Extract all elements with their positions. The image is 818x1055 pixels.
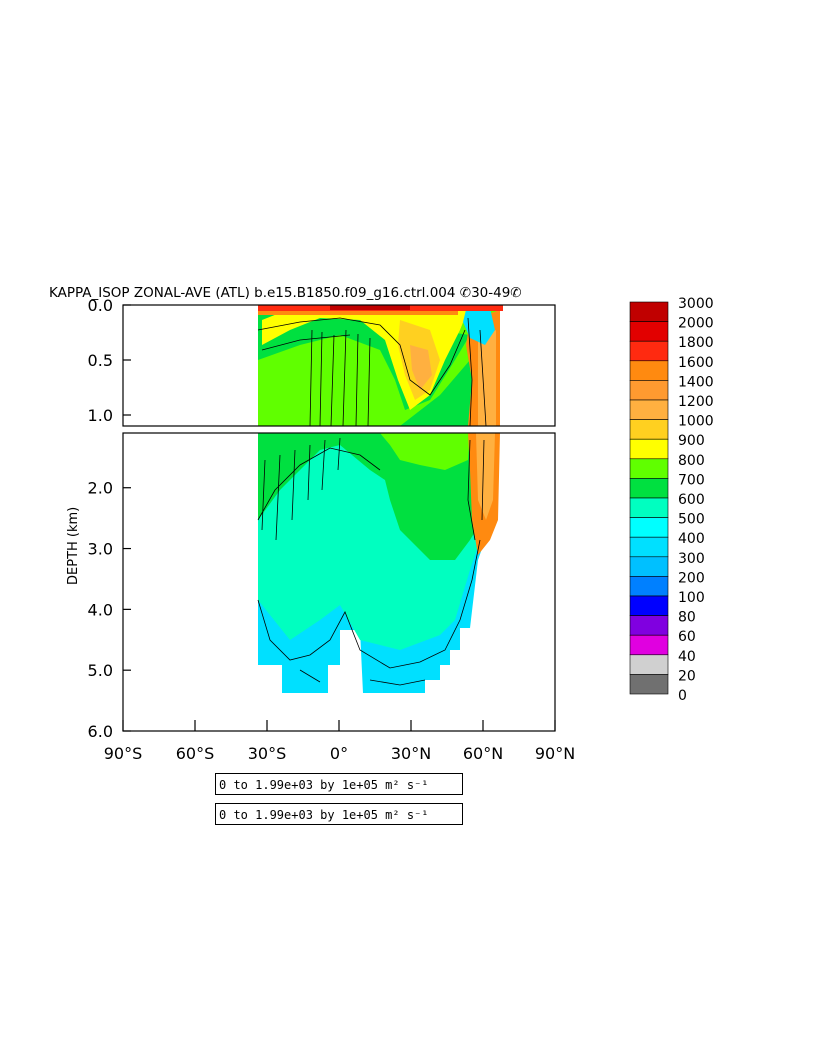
colorbar-label: 400 [678,531,705,547]
colorbar-label: 40 [678,649,696,665]
chart-title: KAPPA_ISOP ZONAL-AVE (ATL) b.e15.B1850.f… [49,285,522,301]
x-tick-label: 30°S [248,744,287,763]
y-axis-label: DEPTH (km) [66,507,81,585]
colorbar-label: 3000 [678,296,714,312]
colorbar-swatch [629,458,669,479]
colorbar-swatch [629,419,669,440]
colorbar-swatch [629,576,669,597]
colorbar-label: 1000 [678,414,714,430]
colorbar-label: 1200 [678,394,714,410]
colorbar-label: 1400 [678,374,714,390]
colorbar-label: 500 [678,512,705,528]
x-tick-label: 60°S [176,744,215,763]
colorbar-label: 1600 [678,355,714,371]
x-tick-label: 90°N [535,744,575,763]
colorbar-swatch [629,301,669,322]
colorbar-swatch [629,380,669,401]
upper-panel-frame [122,304,556,427]
colorbar-swatch [629,478,669,499]
colorbar-label: 800 [678,453,705,469]
y-axis-lower: 2.0 3.0 4.0 5.0 6.0 [88,479,131,741]
colorbar-label: 80 [678,610,696,626]
lower-panel [257,433,500,693]
colorbar-swatch [629,399,669,420]
y-axis-upper: 0.0 0.5 1.0 [88,296,131,425]
colorbar-label: 300 [678,551,705,567]
colorbar-swatch [629,556,669,577]
colorbar-swatch [629,321,669,342]
x-tick-label: 0° [330,744,348,763]
colorbar-label: 900 [678,433,705,449]
info-box-2: 0 to 1.99e+03 by 1e+05 m² s⁻¹ [215,803,463,825]
x-axis: 90°S 60°S 30°S 0° 30°N 60°N 90°N [104,720,575,763]
y-tick-label: 2.0 [88,479,113,498]
y-tick-label: 3.0 [88,540,113,559]
contours-upper [257,317,487,426]
colorbar-swatch [629,360,669,381]
region-700-800-lower [380,433,470,470]
x-tick-label: 30°N [391,744,431,763]
colorbar-swatch [629,497,669,518]
region-400-500-north [463,308,495,345]
colorbar-swatch [629,615,669,636]
colorbar-swatch [629,634,669,656]
colorbar-label: 100 [678,590,705,606]
colorbar-label: 60 [678,629,696,645]
colorbar-label: 2000 [678,316,714,332]
surface-mid-band [258,311,458,315]
colorbar-swatch [629,340,669,362]
region-700-800-upper [258,305,500,426]
colorbar-label: 20 [678,668,696,684]
colorbar-swatch [629,674,669,695]
colorbar-label: 200 [678,570,705,586]
colorbar: 3000200018001600140012001000900800700600… [629,296,714,704]
colorbar-label: 1800 [678,335,714,351]
colorbar-label: 700 [678,472,705,488]
y-tick-label: 0.5 [88,351,113,370]
region-1200-lower [476,433,495,520]
colorbar-swatch [629,438,669,460]
surface-max-band [330,305,410,310]
region-1200-north [478,330,496,426]
info-box-1: 0 to 1.99e+03 by 1e+05 m² s⁻¹ [215,773,463,795]
y-tick-label: 4.0 [88,600,113,619]
x-tick-label: 90°S [104,744,143,763]
x-tick-label: 60°N [463,744,503,763]
colorbar-swatch [629,654,669,675]
colorbar-swatch [629,595,669,616]
y-tick-label: 0.0 [88,296,113,315]
y-tick-label: 1.0 [88,406,113,425]
colorbar-label: 600 [678,492,705,508]
upper-panel [257,305,503,426]
colorbar-label: 0 [678,688,687,704]
y-tick-label: 6.0 [88,722,113,741]
region-1000-1200-upper [410,345,432,390]
colorbar-swatch [629,517,669,538]
y-tick-label: 5.0 [88,661,113,680]
contours-lower [257,437,485,686]
colorbar-swatch [629,536,669,558]
